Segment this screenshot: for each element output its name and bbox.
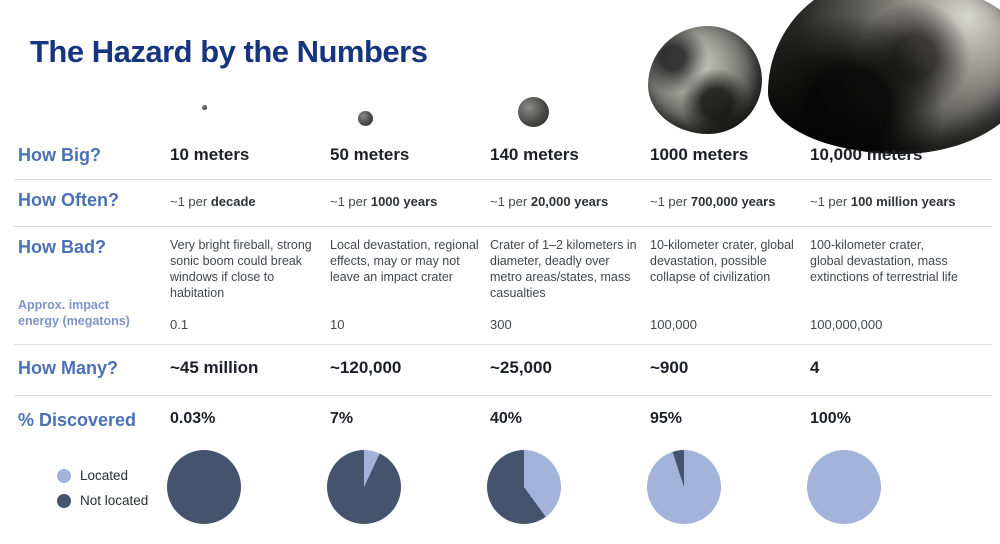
- asteroid-image-1000m: [648, 26, 762, 134]
- legend-item-located: Located: [57, 468, 148, 483]
- discovered-cell: 100%: [810, 410, 851, 427]
- row-divider: [14, 179, 992, 180]
- row-label-how-often: How Often?: [18, 190, 119, 210]
- population-cell: ~25,000: [490, 358, 552, 377]
- located-swatch-icon: [57, 468, 71, 483]
- consequence-cell: 10-kilometer crater, global devastation,…: [650, 238, 794, 284]
- frequency-cell: ~1 per 20,000 years: [490, 194, 609, 209]
- asteroid-image-10000m: [768, 0, 1000, 154]
- row-how-big: How Big? 10 meters 50 meters 140 meters …: [0, 145, 970, 166]
- pie-chart-140m: [487, 450, 561, 524]
- size-header: 10 meters: [170, 145, 250, 164]
- size-header: 1000 meters: [650, 145, 749, 164]
- asteroid-image-140m: [518, 97, 549, 127]
- frequency-cell: ~1 per 700,000 years: [650, 194, 776, 209]
- discovered-cell: 7%: [330, 410, 354, 427]
- row-label-discovered: % Discovered: [18, 410, 137, 430]
- row-divider: [14, 226, 992, 227]
- discovered-cell: 40%: [490, 410, 523, 427]
- row-label-how-big: How Big?: [18, 145, 101, 165]
- pie-chart-1000m: [647, 450, 721, 524]
- discovered-cell: 95%: [650, 410, 683, 427]
- size-header: 140 meters: [490, 145, 579, 164]
- legend-label: Not located: [80, 493, 149, 508]
- row-label-impact-energy: Approx. impact energy (megatons): [18, 298, 130, 328]
- row-label-how-many: How Many?: [18, 358, 119, 378]
- energy-cell: 10: [330, 317, 345, 332]
- row-discovered: % Discovered 0.03% 7% 40% 95% 100%: [0, 410, 970, 431]
- population-cell: 4: [810, 358, 820, 377]
- pie-legend: Located Not located: [57, 468, 148, 518]
- not-located-swatch-icon: [57, 493, 71, 508]
- consequence-cell: Crater of 1–2 kilometers in diameter, de…: [490, 238, 637, 300]
- row-divider: [14, 344, 992, 345]
- population-cell: ~45 million: [170, 358, 259, 377]
- frequency-cell: ~1 per 100 million years: [810, 194, 956, 209]
- legend-label: Located: [80, 468, 129, 483]
- frequency-cell: ~1 per 1000 years: [330, 194, 438, 209]
- row-how-bad: How Bad? Very bright fireball, strong so…: [0, 237, 970, 301]
- asteroid-image-50m: [358, 111, 373, 126]
- energy-cell: 300: [490, 317, 512, 332]
- energy-cell: 100,000,000: [810, 317, 883, 332]
- pie-chart-50m: [327, 450, 401, 524]
- row-impact-energy: 0.1 10 300 100,000 100,000,000: [0, 317, 970, 332]
- page-title: The Hazard by the Numbers: [30, 34, 428, 69]
- legend-item-not-located: Not located: [57, 493, 148, 508]
- frequency-cell: ~1 per decade: [170, 194, 256, 209]
- discovered-cell: 0.03%: [170, 410, 216, 427]
- row-how-often: How Often? ~1 per decade ~1 per 1000 yea…: [0, 190, 970, 211]
- row-how-many: How Many? ~45 million ~120,000 ~25,000 ~…: [0, 358, 970, 379]
- size-header: 50 meters: [330, 145, 410, 164]
- pie-chart-10m: [167, 450, 241, 524]
- row-label-how-bad: How Bad?: [18, 237, 106, 257]
- energy-cell: 0.1: [170, 317, 189, 332]
- consequence-cell: Local devastation, regional effects, may…: [330, 238, 479, 284]
- pie-chart-10000m: [807, 450, 881, 524]
- energy-cell: 100,000: [650, 317, 697, 332]
- population-cell: ~120,000: [330, 358, 402, 377]
- consequence-cell: 100-kilometer crater, global devastation…: [810, 238, 958, 284]
- size-header: 10,000 meters: [810, 145, 923, 164]
- asteroid-image-10m: [202, 105, 207, 110]
- consequence-cell: Very bright fireball, strong sonic boom …: [170, 238, 312, 300]
- population-cell: ~900: [650, 358, 689, 377]
- row-divider: [14, 395, 992, 396]
